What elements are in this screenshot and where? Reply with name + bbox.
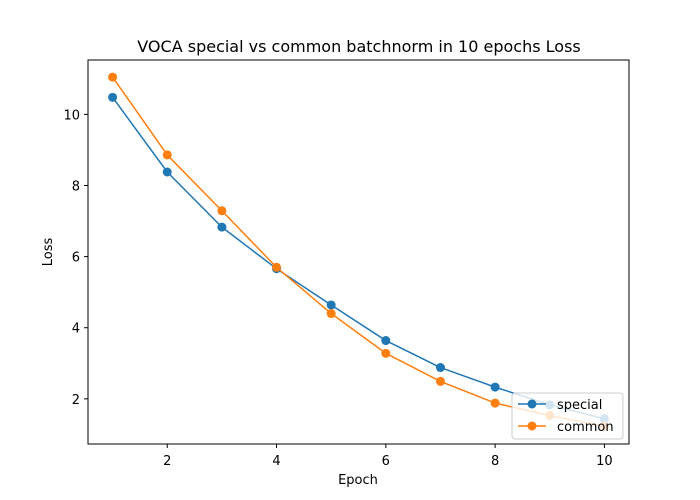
chart-title: VOCA special vs common batchnorm in 10 e…: [137, 37, 580, 56]
legend: special common: [511, 392, 624, 440]
x-axis-ticks: 2 4 6 8 10: [163, 444, 613, 469]
axes-frame: [87, 59, 630, 445]
data-point-special: [162, 167, 172, 177]
data-point-common: [435, 376, 445, 386]
legend-label-common: common: [557, 420, 614, 435]
y-tick-label: 2: [72, 393, 80, 408]
data-point-common: [217, 206, 227, 216]
data-point-special: [381, 336, 391, 346]
y-tick-label: 6: [72, 251, 80, 266]
legend-label-special: special: [557, 398, 602, 413]
data-point-special: [435, 363, 445, 373]
x-tick-label: 2: [163, 454, 171, 469]
data-point-special: [217, 222, 227, 232]
x-tick-label: 8: [491, 454, 499, 469]
legend-marker-special: [527, 399, 537, 409]
data-point-common: [108, 72, 118, 82]
data-point-special: [326, 300, 336, 310]
data-point-common: [490, 398, 500, 408]
data-point-common: [162, 150, 172, 160]
data-point-common: [381, 348, 391, 358]
legend-marker-common: [527, 421, 537, 431]
y-axis-ticks: 2 4 6 8 10: [63, 108, 88, 408]
data-point-special: [490, 382, 500, 392]
y-axis-label: Loss: [41, 238, 56, 267]
data-point-special: [108, 92, 118, 102]
x-axis-label: Epoch: [338, 473, 378, 488]
y-tick-label: 8: [72, 180, 80, 195]
y-tick-label: 4: [72, 322, 80, 337]
data-point-common: [272, 262, 282, 272]
x-tick-label: 6: [382, 454, 390, 469]
data-point-common: [326, 309, 336, 319]
y-tick-label: 10: [63, 108, 80, 123]
x-tick-label: 10: [596, 454, 613, 469]
x-tick-label: 4: [272, 454, 280, 469]
